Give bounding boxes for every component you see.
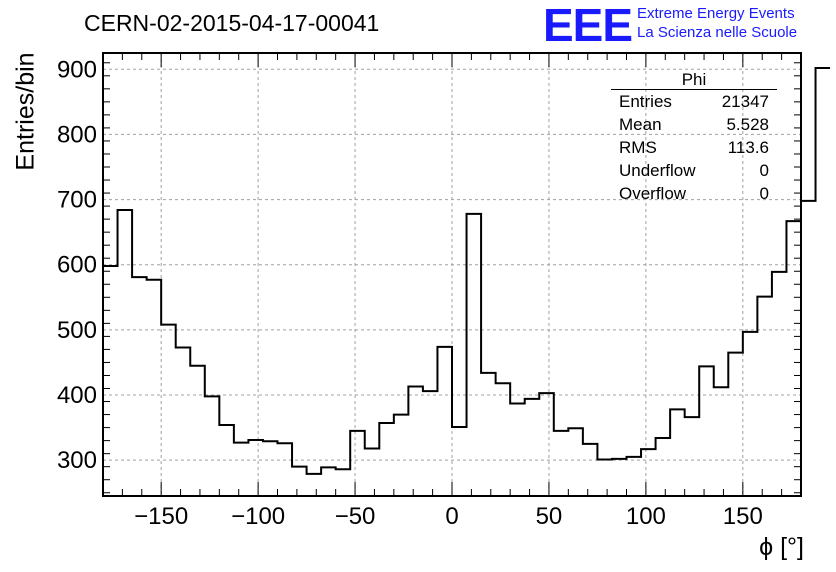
stats-value: 113.6 [727, 138, 769, 157]
y-tick-label: 800 [57, 121, 97, 148]
logo-caption-line1: Extreme Energy Events [637, 5, 795, 22]
stats-value: 21347 [721, 92, 769, 111]
stats-row-mean: Mean 5.528 [611, 113, 777, 136]
run-title: CERN-02-2015-04-17-00041 [84, 10, 380, 36]
stats-value: 0 [759, 161, 769, 180]
stats-row-underflow: Underflow 0 [611, 159, 777, 182]
x-tick-labels: −150 −100 −50 0 50 100 150 [134, 503, 763, 530]
x-axis-label: ϕ [°] [759, 533, 804, 561]
y-tick-label: 300 [57, 447, 97, 474]
stats-label: RMS [619, 138, 657, 157]
stats-label: Underflow [619, 161, 696, 180]
x-tick-label: 0 [445, 503, 458, 530]
stats-row-rms: RMS 113.6 [611, 136, 777, 159]
x-tick-label: −100 [231, 503, 285, 530]
y-tick-label: 900 [57, 56, 97, 83]
x-tick-label: 150 [723, 503, 763, 530]
stats-row-overflow: Overflow 0 [611, 182, 777, 205]
stats-label: Overflow [619, 184, 687, 203]
grid-lines [103, 53, 801, 496]
y-axis-label: Entries/bin [11, 52, 40, 171]
x-tick-label: −150 [134, 503, 188, 530]
y-tick-labels: 300 400 500 600 700 800 900 [57, 56, 97, 474]
x-tick-label: −50 [335, 503, 376, 530]
y-tick-label: 700 [57, 187, 97, 214]
y-tick-label: 600 [57, 252, 97, 279]
x-tick-label: 50 [536, 503, 563, 530]
y-tick-label: 400 [57, 382, 97, 409]
y-tick-label: 500 [57, 317, 97, 344]
eee-logo: EEE [543, 0, 633, 51]
stats-row-entries: Entries 21347 [611, 90, 777, 113]
stats-label: Mean [619, 115, 662, 134]
histogram-step-line [103, 66, 831, 475]
axis-ticks [102, 53, 802, 496]
stats-box: Phi Entries 21347 Mean 5.528 RMS 113.6 U… [611, 70, 777, 205]
stats-value: 5.528 [726, 115, 769, 134]
stats-label: Entries [619, 92, 672, 111]
stats-value: 0 [759, 184, 769, 203]
logo-caption-line2: La Scienza nelle Scuole [637, 24, 798, 41]
stats-title: Phi [611, 70, 777, 90]
x-tick-label: 100 [626, 503, 666, 530]
